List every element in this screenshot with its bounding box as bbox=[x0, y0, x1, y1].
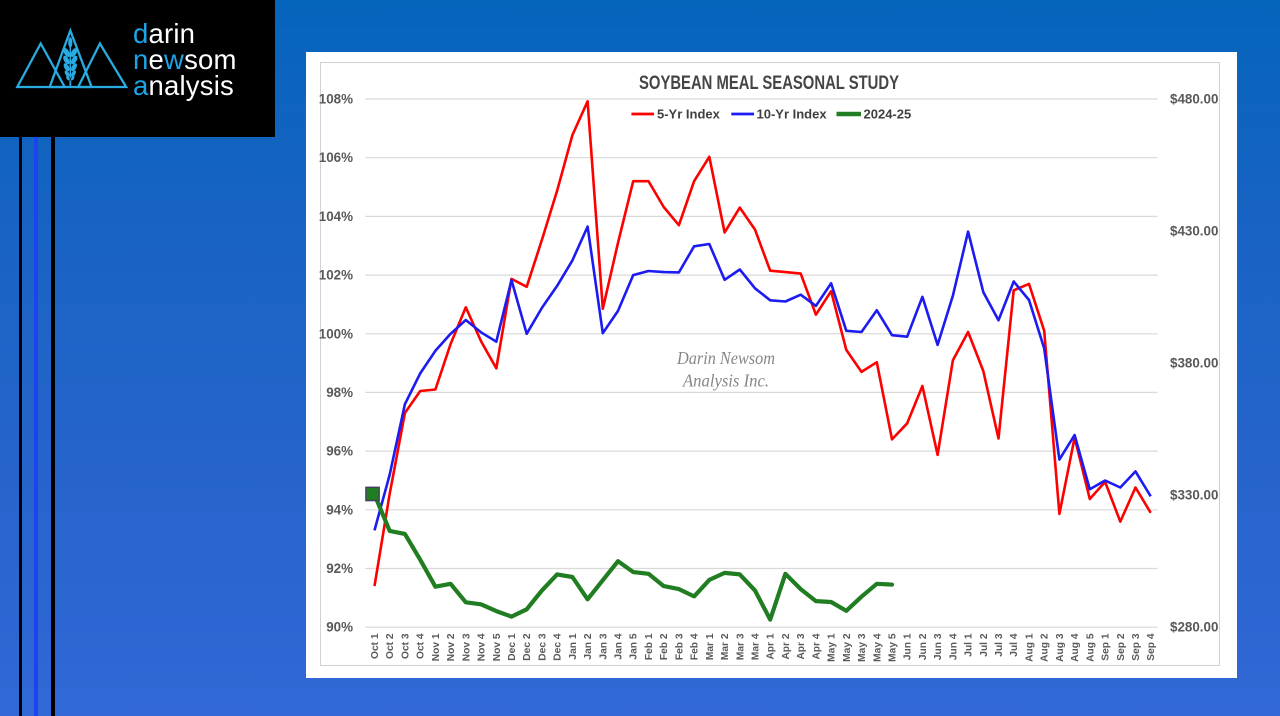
svg-text:May 3: May 3 bbox=[857, 633, 868, 662]
svg-text:96%: 96% bbox=[326, 444, 353, 459]
svg-text:Jun 2: Jun 2 bbox=[918, 633, 929, 660]
svg-text:94%: 94% bbox=[326, 502, 353, 517]
svg-text:Dec 4: Dec 4 bbox=[553, 633, 564, 661]
svg-text:$480.00: $480.00 bbox=[1170, 92, 1218, 107]
svg-text:Sep 2: Sep 2 bbox=[1116, 633, 1127, 661]
svg-text:May 2: May 2 bbox=[842, 633, 853, 662]
svg-text:Aug 3: Aug 3 bbox=[1055, 633, 1066, 662]
svg-text:$430.00: $430.00 bbox=[1170, 224, 1218, 239]
svg-text:Feb 3: Feb 3 bbox=[674, 633, 685, 660]
svg-text:90%: 90% bbox=[326, 620, 353, 635]
svg-text:104%: 104% bbox=[319, 209, 353, 224]
svg-text:Mar 2: Mar 2 bbox=[720, 633, 731, 660]
svg-text:Oct 1: Oct 1 bbox=[370, 633, 381, 659]
svg-text:Apr 3: Apr 3 bbox=[796, 633, 807, 659]
svg-text:Aug 5: Aug 5 bbox=[1085, 633, 1096, 662]
svg-text:SOYBEAN MEAL SEASONAL STUDY: SOYBEAN MEAL SEASONAL STUDY bbox=[639, 72, 899, 94]
svg-text:108%: 108% bbox=[319, 92, 353, 107]
svg-text:Dec 2: Dec 2 bbox=[522, 633, 533, 661]
svg-text:Feb 1: Feb 1 bbox=[644, 633, 655, 660]
svg-text:Oct 3: Oct 3 bbox=[400, 633, 411, 659]
svg-text:Mar 4: Mar 4 bbox=[751, 633, 762, 660]
svg-text:Jan 2: Jan 2 bbox=[583, 633, 594, 659]
svg-text:Feb 2: Feb 2 bbox=[659, 633, 670, 660]
svg-text:Nov 3: Nov 3 bbox=[461, 633, 472, 661]
svg-text:106%: 106% bbox=[319, 150, 353, 165]
svg-text:Jan 3: Jan 3 bbox=[598, 633, 609, 659]
svg-text:98%: 98% bbox=[326, 385, 353, 400]
svg-text:Apr 4: Apr 4 bbox=[811, 633, 822, 659]
svg-text:2024-25: 2024-25 bbox=[864, 107, 912, 122]
svg-text:92%: 92% bbox=[326, 561, 353, 576]
svg-text:May 5: May 5 bbox=[888, 633, 899, 662]
svg-text:Jun 1: Jun 1 bbox=[903, 633, 914, 660]
svg-text:Apr 1: Apr 1 bbox=[766, 633, 777, 659]
svg-text:Dec 1: Dec 1 bbox=[507, 633, 518, 661]
svg-text:Nov 2: Nov 2 bbox=[446, 633, 457, 661]
svg-text:$280.00: $280.00 bbox=[1170, 620, 1218, 635]
svg-text:Nov 4: Nov 4 bbox=[477, 633, 488, 661]
svg-text:$330.00: $330.00 bbox=[1170, 488, 1218, 503]
svg-text:Mar 1: Mar 1 bbox=[705, 633, 716, 660]
svg-text:Jan 1: Jan 1 bbox=[568, 633, 579, 659]
svg-text:$380.00: $380.00 bbox=[1170, 356, 1218, 371]
svg-text:10-Yr Index: 10-Yr Index bbox=[757, 107, 828, 122]
svg-text:Apr 2: Apr 2 bbox=[781, 633, 792, 659]
svg-text:Jul 4: Jul 4 bbox=[1009, 633, 1020, 657]
svg-text:Jul 3: Jul 3 bbox=[994, 633, 1005, 657]
svg-text:Feb 4: Feb 4 bbox=[690, 633, 701, 660]
svg-text:Sep 4: Sep 4 bbox=[1146, 633, 1157, 661]
svg-text:Aug 4: Aug 4 bbox=[1070, 633, 1081, 662]
svg-text:Jul 1: Jul 1 bbox=[964, 633, 975, 657]
svg-text:Jan 5: Jan 5 bbox=[629, 633, 640, 659]
svg-text:Jun 4: Jun 4 bbox=[948, 633, 959, 660]
svg-text:102%: 102% bbox=[319, 268, 353, 283]
svg-text:Aug 2: Aug 2 bbox=[1040, 633, 1051, 662]
svg-text:Jan 4: Jan 4 bbox=[614, 633, 625, 659]
svg-text:Mar 3: Mar 3 bbox=[735, 633, 746, 660]
svg-text:May 4: May 4 bbox=[872, 633, 883, 662]
svg-text:Analysis Inc.: Analysis Inc. bbox=[682, 371, 769, 391]
svg-text:Nov 5: Nov 5 bbox=[492, 633, 503, 661]
svg-text:Nov 1: Nov 1 bbox=[431, 633, 442, 661]
svg-text:May 1: May 1 bbox=[827, 633, 838, 662]
svg-text:Oct 4: Oct 4 bbox=[416, 633, 427, 659]
svg-text:5-Yr Index: 5-Yr Index bbox=[657, 107, 721, 122]
svg-text:100%: 100% bbox=[319, 326, 353, 341]
svg-text:Sep 3: Sep 3 bbox=[1131, 633, 1142, 661]
svg-text:Darin Newsom: Darin Newsom bbox=[676, 348, 775, 368]
svg-text:Jun 3: Jun 3 bbox=[933, 633, 944, 660]
svg-text:Aug 1: Aug 1 bbox=[1025, 633, 1036, 662]
svg-text:Sep 1: Sep 1 bbox=[1101, 633, 1112, 661]
svg-text:Oct 2: Oct 2 bbox=[385, 633, 396, 659]
svg-text:Jul 2: Jul 2 bbox=[979, 633, 990, 657]
svg-text:Dec 3: Dec 3 bbox=[537, 633, 548, 661]
